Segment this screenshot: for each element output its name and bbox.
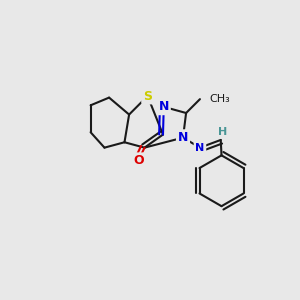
Text: N: N: [178, 131, 188, 144]
Text: O: O: [133, 154, 144, 167]
Text: CH₃: CH₃: [209, 94, 230, 104]
Text: N: N: [195, 143, 205, 153]
Text: S: S: [143, 90, 152, 103]
Text: N: N: [159, 100, 169, 113]
Text: H: H: [218, 127, 227, 137]
